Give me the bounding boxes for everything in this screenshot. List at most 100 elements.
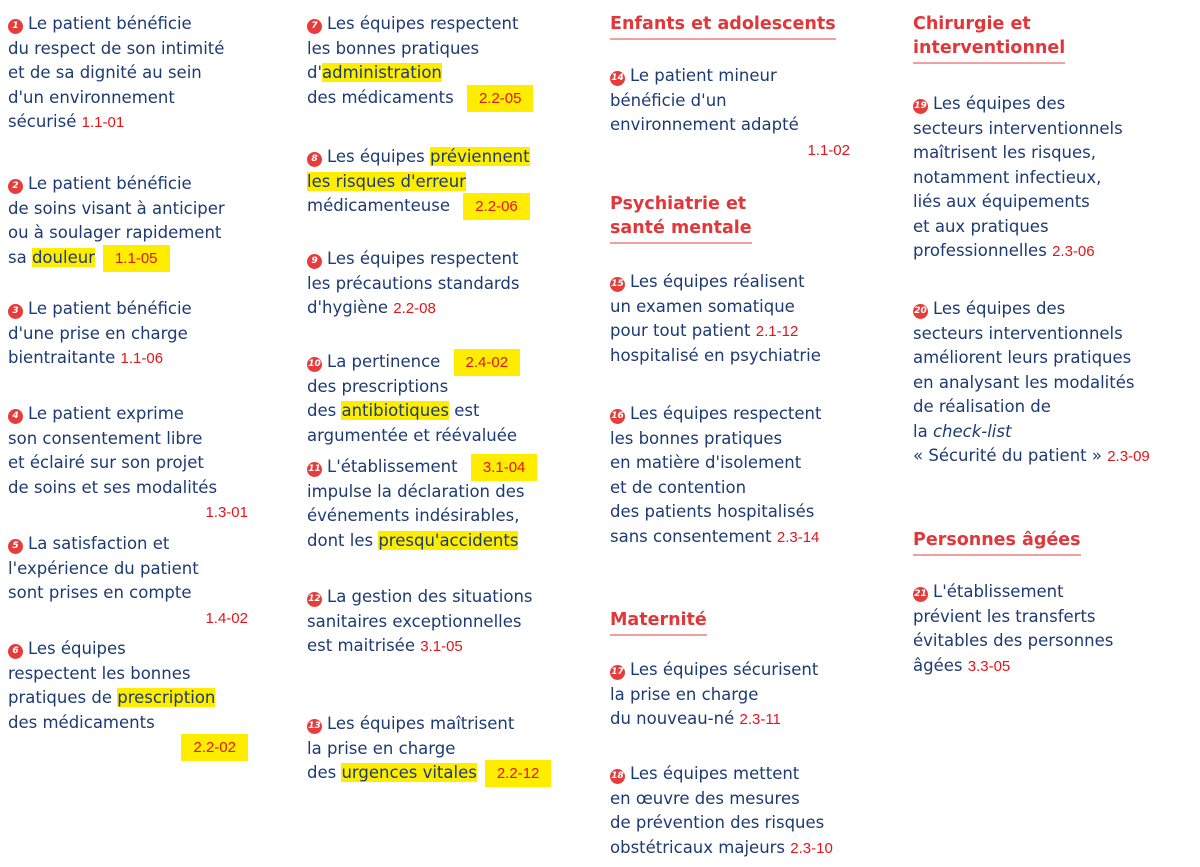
section-heading: Enfants et adolescents: [610, 12, 836, 40]
highlight: prescription: [117, 688, 216, 707]
criterion-code: 1.1-01: [81, 114, 125, 131]
number-badge: 20: [913, 304, 928, 319]
text: est maitrisée: [307, 636, 421, 655]
criterion: 17 Les équipes sécurisent la prise en char…: [610, 658, 818, 732]
criterion: 10 La pertinence 2.4-02 des prescriptions d…: [307, 349, 521, 449]
text-line: la prise en charge: [307, 737, 551, 762]
text-line: d'hygiène 2.2-08: [307, 296, 520, 321]
text-line: 15 Les équipes réalisent: [610, 270, 821, 295]
text-line: et de sa dignité au sein: [8, 61, 224, 86]
criterion: 5 La satisfaction et l'expérience du patie…: [8, 532, 248, 630]
highlight: douleur: [31, 247, 95, 267]
text-line: prévient les transferts: [913, 605, 1113, 630]
number-badge: 4: [8, 409, 23, 424]
criterion: 6 Les équipes respectent les bonnes pratiqu…: [8, 637, 248, 761]
text: dont les: [307, 530, 379, 550]
text: la: [913, 421, 933, 441]
text-line: les précautions standards: [307, 272, 520, 297]
number-badge: 14: [610, 71, 625, 86]
text-line: bénéficie d'un: [610, 89, 850, 114]
criterion-code: 2.3-06: [1052, 243, 1095, 260]
criterion-code: 2.3-14: [776, 528, 820, 546]
number-badge: 18: [610, 769, 625, 784]
text: en œuvre des mesures: [610, 788, 800, 808]
text-line: sa douleur 1.1-05: [8, 244, 225, 272]
text-line: d'une prise en charge: [8, 322, 192, 347]
text-line: âgées 3.3-05: [913, 654, 1113, 679]
text: de soins et ses modalités: [8, 477, 218, 497]
text-line: secteurs interventionnels: [913, 117, 1123, 142]
text-line: de soins et ses modalités: [8, 476, 248, 501]
criterion-code: 3.1-05: [420, 638, 463, 655]
text-line: « Sécurité du patient » 2.3-09: [913, 444, 1150, 469]
text: impulse la déclaration des: [307, 481, 525, 501]
text-line: 6 Les équipes: [8, 637, 248, 662]
text: ou à soulager rapidement: [8, 223, 222, 242]
text-line: 10 La pertinence 2.4-02: [307, 349, 521, 376]
criterion: 19 Les équipes des secteurs interventionne…: [913, 92, 1123, 264]
text: des médicaments: [8, 712, 155, 732]
criterion: 14 Le patient mineur bénéficie d'un environ…: [610, 64, 850, 162]
text: Les équipes: [327, 147, 431, 166]
text: et éclairé sur son projet: [8, 453, 204, 472]
text-line: argumentée et réévaluée: [307, 424, 520, 449]
text-line: évitables des personnes: [913, 629, 1113, 654]
text: et de sa dignité au sein: [8, 63, 202, 82]
section-heading: Psychiatrie et santé mentale: [610, 192, 752, 244]
text-line: 21 L'établissement: [913, 580, 1113, 605]
text-line: des médicaments: [8, 711, 248, 736]
number-badge: 17: [610, 665, 625, 680]
number-badge: 16: [610, 409, 625, 424]
text: Le patient bénéficie: [28, 299, 192, 318]
number-badge: 2: [8, 179, 23, 194]
text: pratiques de: [8, 688, 118, 707]
number-badge: 5: [8, 539, 23, 554]
highlight: préviennent: [430, 147, 530, 166]
criterion: 9 Les équipes respectent les précautions s…: [307, 247, 520, 321]
criterion-code: 2.2-02: [181, 734, 248, 761]
text: en matière d'isolement: [610, 453, 802, 472]
text-line: la prise en charge: [610, 683, 818, 708]
text: la prise en charge: [610, 684, 759, 704]
text: l'expérience du patient: [8, 558, 199, 578]
criterion: 7 Les équipes respectent les bonnes pratiq…: [307, 12, 534, 112]
text-line: 11 L'établissement 3.1-04: [307, 454, 538, 481]
highlight: urgences vitales: [341, 763, 477, 782]
text: la prise en charge: [307, 738, 456, 758]
text-line: 2.2-02: [8, 734, 248, 761]
text: Les équipes des: [933, 299, 1066, 318]
criterion-code: 2.3-10: [790, 839, 833, 857]
text: Les équipes mettent: [630, 764, 800, 783]
heading-line: Psychiatrie et: [610, 194, 747, 214]
text-line: est maitrisée 3.1-05: [307, 634, 533, 659]
text-line: maîtrisent les risques,: [913, 141, 1123, 166]
text-line: des médicaments 2.2-05: [307, 84, 534, 112]
criterion: 20 Les équipes des secteurs interventionne…: [913, 297, 1150, 469]
text-line: 13 Les équipes maîtrisent: [307, 712, 551, 737]
highlight: antibiotiques: [341, 401, 449, 420]
text: d'une prise en charge: [8, 323, 188, 343]
text-line: 16 Les équipes respectent: [610, 402, 821, 427]
text: des prescriptions: [307, 376, 449, 396]
criterion: 2 Le patient bénéficie de soins visant à a…: [8, 172, 225, 272]
criterion-code: 2.4-02: [453, 349, 521, 376]
text-line: secteurs interventionnels: [913, 322, 1150, 347]
text-line: d'administration: [307, 61, 533, 86]
text-line: et de contention: [610, 476, 821, 501]
heading-line: Maternité: [610, 610, 707, 630]
text-line: de réalisation de: [913, 395, 1150, 420]
criterion-code: 1.3-01: [205, 504, 248, 521]
criterion: 13 Les équipes maîtrisent la prise en char…: [307, 712, 552, 787]
heading-line: Personnes âgées: [913, 530, 1081, 550]
criterion: 3 Le patient bénéficie d'une prise en char…: [8, 297, 192, 371]
text-line: et éclairé sur son projet: [8, 451, 248, 476]
text: maîtrisent les risques,: [913, 143, 1096, 162]
italic-text: check-list: [932, 421, 1012, 441]
text: de réalisation de: [913, 397, 1051, 416]
text: son consentement libre: [8, 428, 203, 448]
text: sans consentement: [610, 526, 777, 546]
text: L'établissement: [327, 457, 463, 476]
section-heading: Chirurgie et interventionnel: [913, 12, 1066, 64]
text-line: et aux pratiques: [913, 215, 1123, 240]
text: notamment infectieux,: [913, 167, 1102, 187]
